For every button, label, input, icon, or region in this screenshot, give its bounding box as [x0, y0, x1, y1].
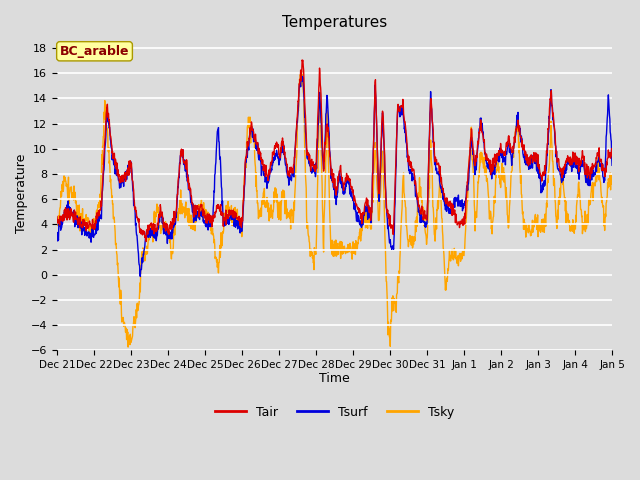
Tair	[142, 239, 150, 244]
Title: Temperatures: Temperatures	[282, 15, 387, 30]
Tsky	[53, 221, 61, 227]
Tair	[118, 173, 126, 179]
Tsky	[289, 207, 297, 213]
Tsky	[608, 176, 616, 182]
Tsurf	[298, 73, 306, 79]
Tair	[301, 100, 308, 106]
Tsky	[124, 344, 132, 350]
Line: Tair: Tair	[57, 60, 612, 241]
Tsurf	[311, 170, 319, 176]
Tair	[608, 153, 616, 158]
Tair	[96, 207, 104, 213]
Tsurf	[608, 162, 616, 168]
Tsky	[96, 191, 104, 197]
Tsky	[370, 179, 378, 185]
Tsurf	[301, 114, 308, 120]
Tsky	[298, 69, 306, 75]
Line: Tsurf: Tsurf	[57, 76, 612, 276]
Line: Tsky: Tsky	[57, 72, 612, 347]
Tair	[370, 138, 378, 144]
Tsky	[118, 316, 126, 322]
Tsurf	[370, 142, 378, 147]
Tair	[289, 170, 297, 176]
Tsurf	[96, 216, 104, 221]
Legend: Tair, Tsurf, Tsky: Tair, Tsurf, Tsky	[210, 401, 459, 424]
Tsurf	[118, 173, 126, 179]
Tsurf	[53, 234, 61, 240]
Tsky	[301, 147, 308, 153]
Tair	[298, 57, 306, 63]
Tsurf	[136, 274, 144, 279]
Text: BC_arable: BC_arable	[60, 45, 129, 58]
Tsky	[311, 250, 319, 255]
Tsurf	[289, 168, 297, 174]
Tair	[53, 214, 61, 219]
Y-axis label: Temperature: Temperature	[15, 153, 28, 232]
Tair	[311, 162, 319, 168]
X-axis label: Time: Time	[319, 372, 350, 384]
